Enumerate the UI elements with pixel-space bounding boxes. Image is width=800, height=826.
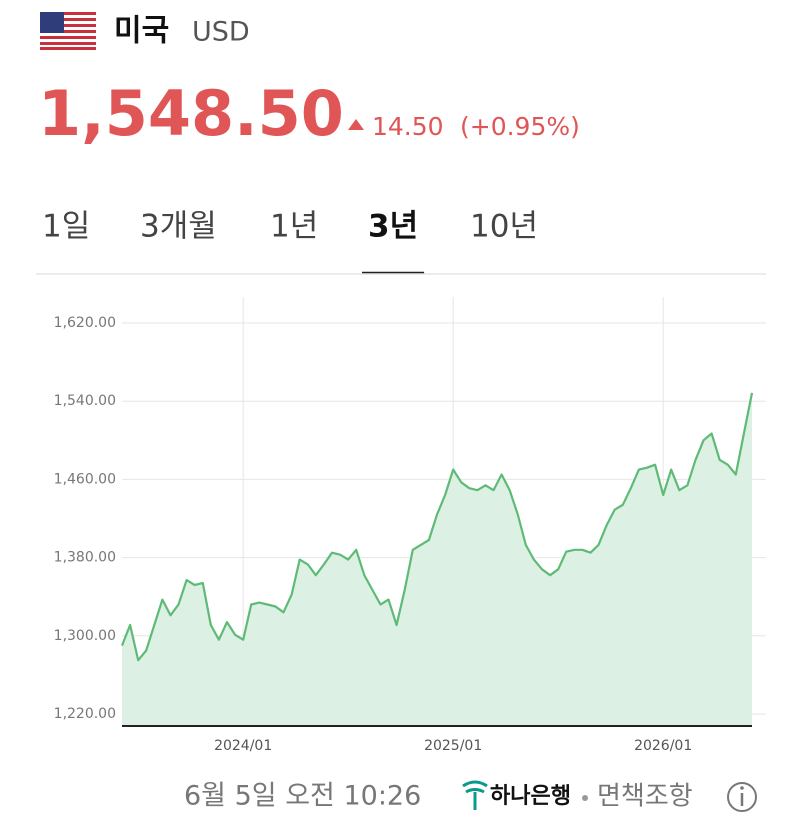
period-tabs: 1일 3개월 1년 3년 10년 bbox=[42, 209, 538, 275]
period-tab[interactable]: 10년 bbox=[470, 209, 538, 245]
period-tab[interactable]: 3개월 bbox=[140, 209, 217, 245]
price: 1,548.50 bbox=[38, 77, 344, 150]
us-flag bbox=[40, 12, 96, 50]
period-tab[interactable]: 1년 bbox=[270, 209, 318, 245]
y-tick-label: 1,620.00 bbox=[54, 315, 116, 331]
period-tab[interactable]: 1일 bbox=[42, 209, 90, 245]
info-icon[interactable] bbox=[727, 782, 757, 812]
y-tick-label: 1,300.00 bbox=[54, 628, 116, 644]
disclaimer[interactable]: 면책조항 bbox=[597, 782, 693, 812]
area-fill bbox=[122, 392, 752, 726]
up-arrow bbox=[348, 119, 364, 130]
y-tick-label: 1,380.00 bbox=[54, 550, 116, 566]
y-tick-label: 1,540.00 bbox=[54, 393, 116, 409]
period-tab[interactable]: 3년 bbox=[368, 209, 418, 245]
x-tick-label: 2025/01 bbox=[424, 738, 482, 754]
separator-dot bbox=[582, 795, 588, 801]
source: 하나은행 bbox=[490, 784, 571, 809]
change-percent: (+0.95%) bbox=[460, 112, 580, 141]
country: 미국 bbox=[114, 14, 169, 49]
price-line bbox=[120, 392, 754, 662]
chart: 1,220.00 1,300.00 1,380.00 1,460.00 1,540.00… bbox=[54, 297, 766, 754]
y-tick-label: 1,220.00 bbox=[54, 706, 116, 722]
currency: USD bbox=[192, 17, 250, 48]
x-tick-label: 2024/01 bbox=[214, 738, 272, 754]
timestamp: 6월 5일 오전 10:26 bbox=[184, 781, 421, 812]
bank-logo bbox=[462, 780, 488, 810]
x-tick-label: 2026/01 bbox=[634, 738, 692, 754]
change: 14.50 bbox=[372, 112, 444, 141]
y-tick-label: 1,460.00 bbox=[54, 471, 116, 487]
